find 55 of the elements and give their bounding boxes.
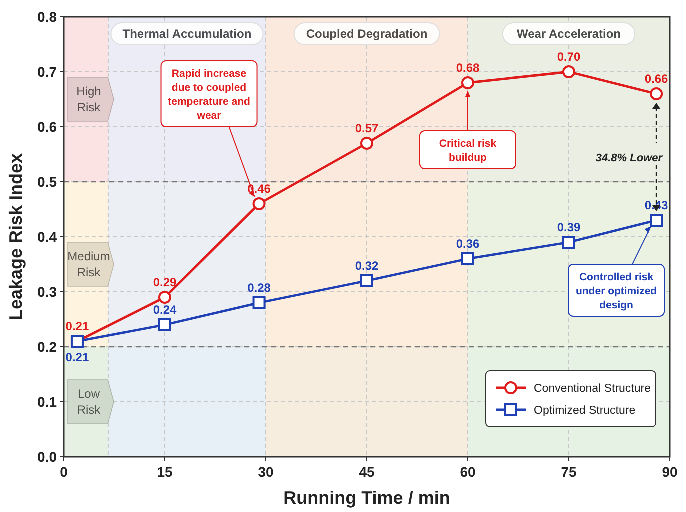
data-label: 0.21 <box>66 320 90 334</box>
x-tick-label: 90 <box>662 464 678 480</box>
legend-label: Optimized Structure <box>534 405 636 417</box>
point <box>158 291 172 304</box>
point <box>252 198 266 210</box>
data-label: 0.66 <box>644 72 669 86</box>
point <box>562 66 576 78</box>
y-tick-label: 0.1 <box>38 394 58 410</box>
y-tick-label: 0.4 <box>38 229 58 245</box>
y-tick-label: 0.2 <box>38 339 58 355</box>
data-label: 0.21 <box>66 350 90 364</box>
y-tick-label: 0.8 <box>38 9 58 25</box>
data-label: 0.32 <box>355 259 379 273</box>
point <box>462 252 474 266</box>
data-label: 0.36 <box>456 237 480 251</box>
point <box>562 236 576 249</box>
point <box>158 318 172 332</box>
annotation: Rapid increase due to coupled temperature and wear <box>168 68 250 122</box>
y-tick-label: 0.7 <box>38 64 58 80</box>
y-tick-label: 0.3 <box>38 284 58 300</box>
x-tick-label: 45 <box>359 464 375 480</box>
data-label: 0.57 <box>355 122 379 136</box>
band-label: Medium Risk <box>68 250 110 280</box>
data-label: 0.24 <box>153 303 177 317</box>
data-label: 0.39 <box>557 220 581 234</box>
data-label: 0.70 <box>557 50 581 64</box>
annotation: 34.8% Lower <box>596 152 664 164</box>
x-tick-label: 30 <box>258 464 274 480</box>
point <box>462 76 474 90</box>
point <box>360 137 374 150</box>
band-label: Coupled Degradation <box>306 27 428 41</box>
point <box>650 214 664 227</box>
x-axis-title: Running Time / min <box>284 488 450 508</box>
y-tick-label: 0.0 <box>38 449 58 465</box>
point <box>650 88 664 100</box>
y-tick-label: 0.6 <box>38 119 58 135</box>
data-label: 0.68 <box>456 61 480 75</box>
x-tick-label: 75 <box>561 464 577 480</box>
band-label: Thermal Accumulation <box>122 27 252 41</box>
legend-label: Conventional Structure <box>534 383 651 395</box>
band-label: Wear Acceleration <box>516 27 622 41</box>
x-tick-label: 60 <box>460 464 476 480</box>
data-label: 0.29 <box>153 276 177 290</box>
y-tick-label: 0.5 <box>38 174 58 190</box>
band-label: Low Risk <box>77 387 102 417</box>
annotation: Critical risk buildup <box>439 138 497 164</box>
x-tick-label: 15 <box>157 464 173 480</box>
data-label: 0.28 <box>248 281 272 295</box>
y-axis-title: Leakage Risk Index <box>6 153 26 321</box>
callout: Critical risk buildup <box>420 90 516 170</box>
point <box>252 296 266 310</box>
point <box>360 274 374 288</box>
annotation: Controlled risk under optimized design <box>576 272 658 312</box>
x-tick-label: 0 <box>60 464 68 480</box>
band-label: High Risk <box>76 84 102 114</box>
